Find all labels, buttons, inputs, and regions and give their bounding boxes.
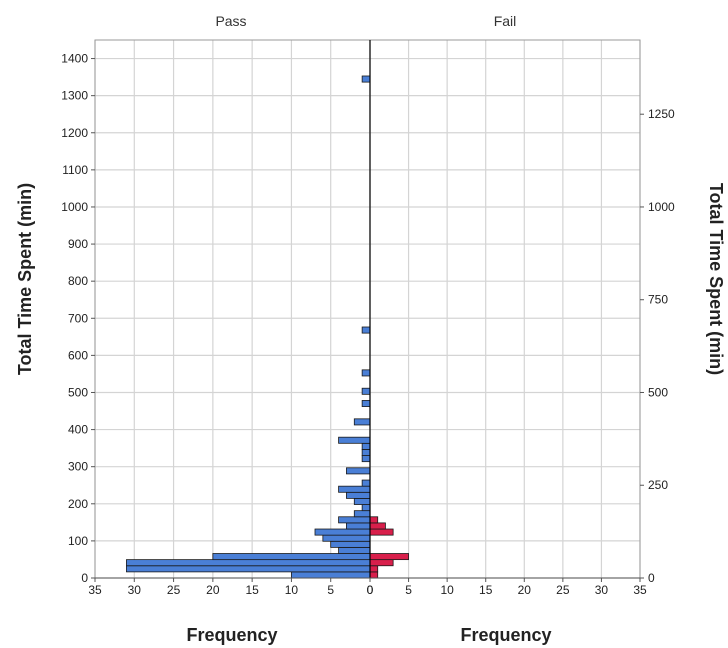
x-tick-label-left: 35 [88,583,102,597]
x-tick-label-left: 10 [285,583,299,597]
bar-fail [369,522,386,530]
x-tick-label-left: 5 [327,583,334,597]
y-tick-label-left: 1400 [61,52,88,66]
y-tick-label-right: 750 [648,293,668,307]
bar-fail [369,565,379,573]
x-tick-label-right: 25 [556,583,570,597]
bar-fail [369,559,394,567]
panel-title-fail: Fail [494,13,517,29]
bar-pass [361,369,371,377]
x-tick-label-right: 15 [479,583,493,597]
bar-pass [353,418,371,426]
bar-pass [291,571,371,579]
y-tick-label-left: 400 [68,423,88,437]
y-tick-label-left: 100 [68,534,88,548]
bar-pass [361,479,371,487]
bar-pass [338,485,371,493]
bar-pass [353,498,371,505]
bar-pass [126,565,371,573]
bar-fail [369,571,379,579]
y-tick-label-left: 500 [68,385,88,399]
y-tick-label-left: 900 [68,237,88,251]
x-axis-title-left: Frequency [186,625,277,645]
y-tick-label-right: 0 [648,571,655,585]
x-tick-label-right: 30 [595,583,609,597]
x-tick-label-right: 10 [440,583,454,597]
y-tick-label-left: 0 [81,571,88,585]
bar-pass [361,455,371,463]
y-tick-label-left: 1300 [61,89,88,103]
bar-pass [361,400,371,407]
bar-pass [126,559,371,567]
y-tick-label-left: 600 [68,348,88,362]
y-tick-label-left: 1000 [61,200,88,214]
bar-pass [338,436,371,444]
x-tick-label-left: 30 [128,583,142,597]
y-axis-title-left: Total Time Spent (min) [15,183,35,375]
y-tick-label-left: 1200 [61,126,88,140]
bar-pass [361,504,371,512]
bar-pass [346,491,371,499]
y-tick-label-right: 500 [648,385,668,399]
y-axis-title-right: Total Time Spent (min) [706,183,726,375]
bar-pass [338,546,371,554]
x-axis-title-right: Frequency [460,625,551,645]
y-tick-label-left: 200 [68,497,88,511]
bar-fail [369,528,394,536]
panel-title-pass: Pass [215,13,246,29]
y-tick-label-right: 1000 [648,200,675,214]
x-tick-label-right: 5 [405,583,412,597]
bar-pass [361,442,371,450]
bar-pass [212,553,371,561]
bar-pass [361,75,371,83]
bar-pass [322,534,371,542]
x-tick-label-left: 20 [206,583,220,597]
x-tick-label-right: 0 [367,583,374,597]
bar-pass [361,326,371,334]
bar-fail [369,516,379,524]
y-tick-label-left: 800 [68,274,88,288]
bar-fail [369,553,409,561]
x-tick-label-left: 15 [245,583,259,597]
bar-pass [330,540,371,548]
x-tick-label-right: 20 [518,583,532,597]
bar-pass [353,510,371,518]
bar-pass [338,516,371,524]
x-tick-label-left: 0 [367,583,374,597]
y-tick-label-right: 250 [648,478,668,492]
bar-pass [346,467,371,475]
bar-pass [346,522,371,530]
x-tick-label-right: 35 [633,583,647,597]
y-tick-label-left: 1100 [62,163,88,177]
bars-layer [126,75,409,579]
y-tick-label-left: 700 [68,311,88,325]
bar-pass [314,528,371,536]
y-tick-label-left: 300 [68,460,88,474]
y-tick-label-right: 1250 [648,107,675,121]
x-tick-label-left: 25 [167,583,181,597]
bar-pass [361,387,371,395]
bar-pass [361,449,371,456]
